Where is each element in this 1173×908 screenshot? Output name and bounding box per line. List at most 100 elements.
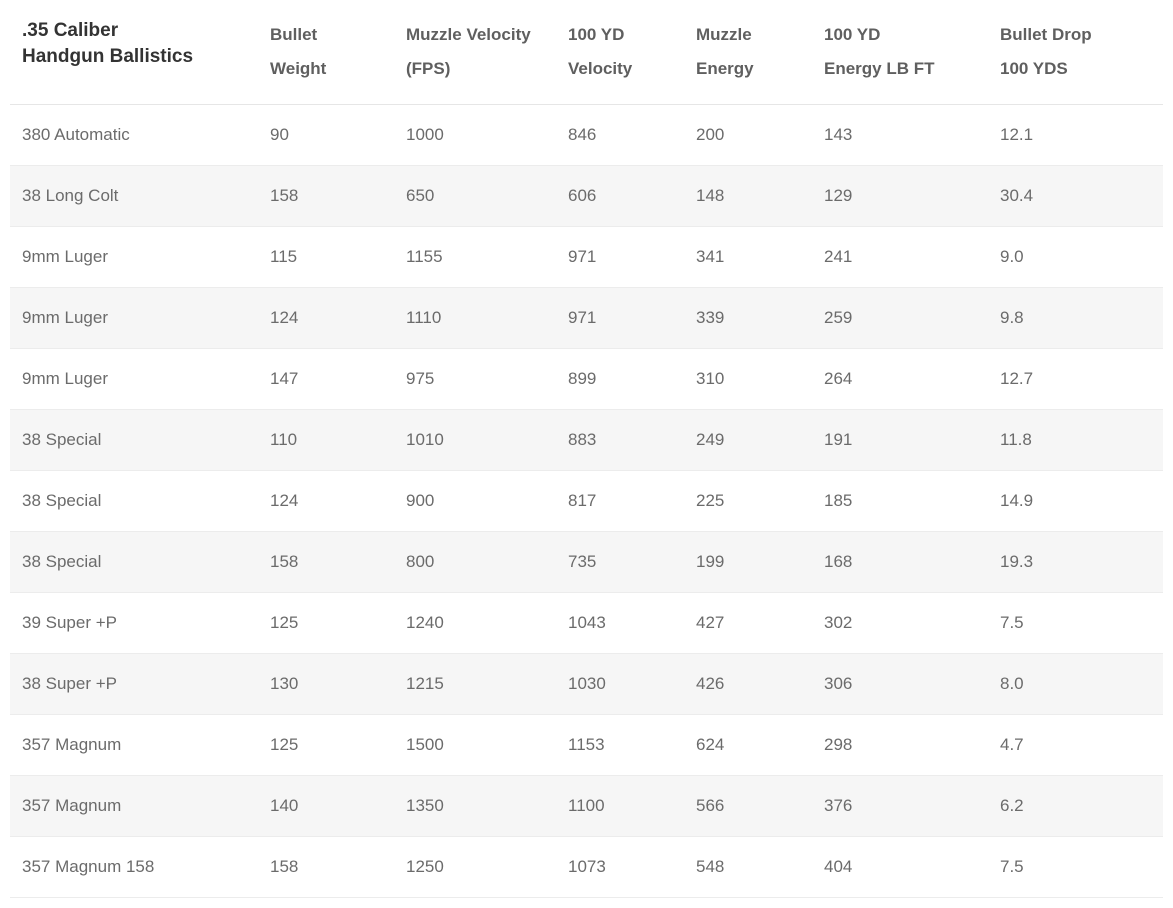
cell: 1073 — [556, 837, 684, 898]
cell: 1215 — [394, 654, 556, 715]
cell: 130 — [258, 654, 394, 715]
cell: 883 — [556, 410, 684, 471]
cell: 817 — [556, 471, 684, 532]
cell: 110 — [258, 410, 394, 471]
cell: 1500 — [394, 715, 556, 776]
cell: 404 — [812, 837, 988, 898]
cell: 115 — [258, 227, 394, 288]
cell: 6.2 — [988, 776, 1163, 837]
cartridge-name: 357 Magnum 158 — [10, 837, 258, 898]
cell: 426 — [684, 654, 812, 715]
table-row: 38 Special 158 800 735 199 168 19.3 — [10, 532, 1163, 593]
cartridge-name: 38 Special — [10, 532, 258, 593]
cell: 199 — [684, 532, 812, 593]
cartridge-name: 357 Magnum — [10, 715, 258, 776]
cell: 1100 — [556, 776, 684, 837]
cartridge-name: 38 Super +P — [10, 654, 258, 715]
cell: 310 — [684, 349, 812, 410]
cell: 241 — [812, 227, 988, 288]
cell: 899 — [556, 349, 684, 410]
cell: 125 — [258, 715, 394, 776]
cell: 14.9 — [988, 471, 1163, 532]
cell: 124 — [258, 288, 394, 349]
cell: 302 — [812, 593, 988, 654]
table-row: 9mm Luger 124 1110 971 339 259 9.8 — [10, 288, 1163, 349]
cell: 11.8 — [988, 410, 1163, 471]
table-row: 357 Magnum 158 158 1250 1073 548 404 7.5 — [10, 837, 1163, 898]
cartridge-name: 38 Special — [10, 471, 258, 532]
cell: 249 — [684, 410, 812, 471]
cell: 124 — [258, 471, 394, 532]
cell: 548 — [684, 837, 812, 898]
cell: 148 — [684, 166, 812, 227]
table-title-line1: .35 Caliber — [22, 18, 246, 44]
cell: 200 — [684, 105, 812, 166]
cell: 264 — [812, 349, 988, 410]
cell: 4.7 — [988, 715, 1163, 776]
cartridge-name: 39 Super +P — [10, 593, 258, 654]
cartridge-name: 380 Automatic — [10, 105, 258, 166]
col-header-100yd-velocity: 100 YD Velocity — [556, 0, 684, 105]
cell: 12.7 — [988, 349, 1163, 410]
ballistics-table: .35 Caliber Handgun Ballistics Bullet We… — [10, 0, 1163, 898]
cell: 168 — [812, 532, 988, 593]
cell: 185 — [812, 471, 988, 532]
cartridge-name: 38 Special — [10, 410, 258, 471]
cell: 427 — [684, 593, 812, 654]
cell: 800 — [394, 532, 556, 593]
cartridge-name: 9mm Luger — [10, 288, 258, 349]
table-row: 9mm Luger 115 1155 971 341 241 9.0 — [10, 227, 1163, 288]
cell: 1000 — [394, 105, 556, 166]
cell: 9.8 — [988, 288, 1163, 349]
cell: 191 — [812, 410, 988, 471]
cell: 9.0 — [988, 227, 1163, 288]
cell: 12.1 — [988, 105, 1163, 166]
cell: 624 — [684, 715, 812, 776]
cell: 1043 — [556, 593, 684, 654]
table-row: 38 Super +P 130 1215 1030 426 306 8.0 — [10, 654, 1163, 715]
cell: 900 — [394, 471, 556, 532]
cell: 566 — [684, 776, 812, 837]
cell: 129 — [812, 166, 988, 227]
table-header: .35 Caliber Handgun Ballistics Bullet We… — [10, 0, 1163, 105]
table-row: 9mm Luger 147 975 899 310 264 12.7 — [10, 349, 1163, 410]
table-row: 39 Super +P 125 1240 1043 427 302 7.5 — [10, 593, 1163, 654]
cell: 140 — [258, 776, 394, 837]
cell: 158 — [258, 532, 394, 593]
col-header-bullet-weight: Bullet Weight — [258, 0, 394, 105]
cell: 846 — [556, 105, 684, 166]
col-header-100yd-energy: 100 YD Energy LB FT — [812, 0, 988, 105]
cell: 225 — [684, 471, 812, 532]
cell: 376 — [812, 776, 988, 837]
cell: 7.5 — [988, 837, 1163, 898]
cell: 306 — [812, 654, 988, 715]
cell: 1155 — [394, 227, 556, 288]
table-title: .35 Caliber Handgun Ballistics — [10, 0, 258, 105]
table-row: 38 Long Colt 158 650 606 148 129 30.4 — [10, 166, 1163, 227]
col-header-muzzle-energy: Muzzle Energy — [684, 0, 812, 105]
cell: 1240 — [394, 593, 556, 654]
table-body: 380 Automatic 90 1000 846 200 143 12.1 3… — [10, 105, 1163, 898]
cell: 8.0 — [988, 654, 1163, 715]
cartridge-name: 357 Magnum — [10, 776, 258, 837]
cell: 143 — [812, 105, 988, 166]
cell: 298 — [812, 715, 988, 776]
cell: 1030 — [556, 654, 684, 715]
cell: 90 — [258, 105, 394, 166]
cell: 1250 — [394, 837, 556, 898]
cartridge-name: 9mm Luger — [10, 349, 258, 410]
cell: 147 — [258, 349, 394, 410]
cell: 735 — [556, 532, 684, 593]
cell: 339 — [684, 288, 812, 349]
cell: 1350 — [394, 776, 556, 837]
table-row: 357 Magnum 125 1500 1153 624 298 4.7 — [10, 715, 1163, 776]
cell: 1010 — [394, 410, 556, 471]
cell: 19.3 — [988, 532, 1163, 593]
ballistics-table-page: .35 Caliber Handgun Ballistics Bullet We… — [0, 0, 1173, 908]
table-row: 38 Special 110 1010 883 249 191 11.8 — [10, 410, 1163, 471]
cell: 158 — [258, 166, 394, 227]
cell: 975 — [394, 349, 556, 410]
cartridge-name: 9mm Luger — [10, 227, 258, 288]
cell: 1153 — [556, 715, 684, 776]
cell: 606 — [556, 166, 684, 227]
